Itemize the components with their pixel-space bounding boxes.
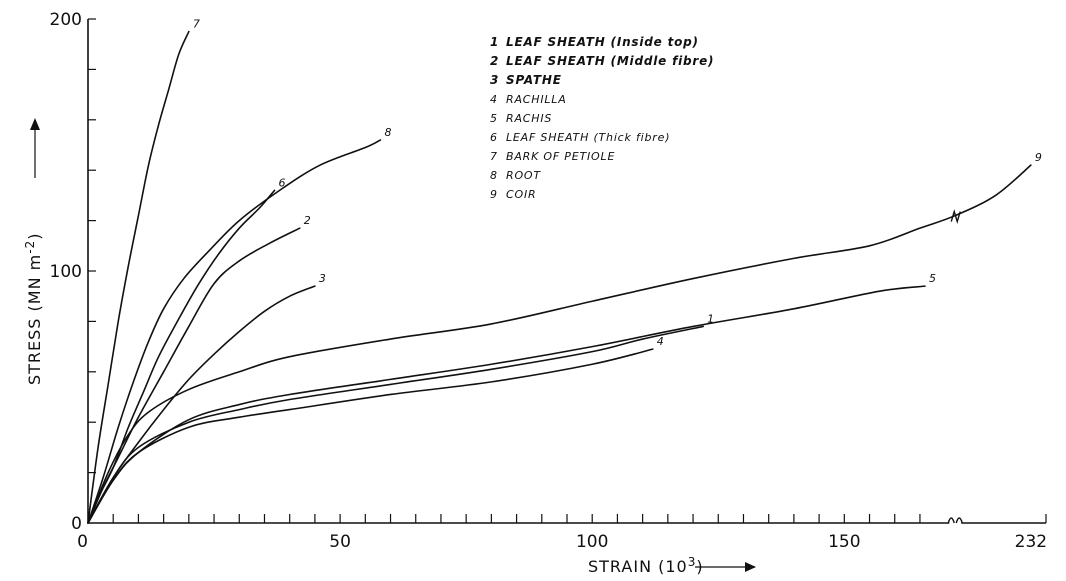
x-axis-title-sup: 3 — [688, 555, 697, 569]
legend-num: 9 — [490, 188, 498, 201]
legend-entry: LEAF SHEATH (Inside top) — [506, 35, 699, 49]
curve-4 — [87, 348, 654, 524]
curve-9 — [87, 164, 1032, 524]
legend-num: 2 — [490, 54, 499, 68]
curve-3 — [87, 285, 316, 524]
curve-label-2: 2 — [304, 214, 311, 227]
curve-9-break-mark — [950, 209, 961, 224]
legend-num: 8 — [490, 169, 498, 182]
legend-num: 6 — [490, 131, 498, 144]
legend-num: 5 — [490, 112, 498, 125]
curve-2 — [87, 227, 301, 524]
x-tick-label: 0 — [77, 532, 88, 552]
legend-entry: LEAF SHEATH (Middle fibre) — [506, 54, 714, 68]
x-tick-label: 100 — [576, 532, 608, 552]
curve-1 — [87, 325, 704, 524]
y-tick-label: 100 — [50, 262, 82, 282]
axis-titles: STRAIN (103) STRESS (MN m-2) — [23, 118, 756, 576]
legend-num: 1 — [490, 35, 499, 49]
y-axis-arrowhead — [30, 118, 40, 130]
curve-label-9: 9 — [1035, 151, 1042, 164]
y-axis-title-close: ) — [25, 233, 44, 240]
y-axis-title: STRESS (MN m-2) — [23, 233, 44, 385]
x-axis-arrowhead — [745, 562, 756, 572]
curves-group — [87, 30, 1032, 524]
legend-entry: BARK OF PETIOLE — [506, 150, 615, 163]
legend-num: 3 — [490, 73, 499, 87]
y-axis-title-sup: -2 — [23, 240, 37, 254]
x-tick-label: 50 — [329, 532, 351, 552]
curve-label-5: 5 — [929, 272, 936, 285]
legend-entry: LEAF SHEATH (Thick fibre) — [506, 131, 670, 144]
x-axis-break-mark — [947, 517, 963, 524]
x-tick-label: 150 — [828, 532, 860, 552]
legend-num: 4 — [490, 93, 498, 106]
legend-entry: RACHILLA — [506, 93, 567, 106]
curve-5 — [87, 285, 926, 524]
y-tick-label: 0 — [71, 514, 82, 534]
x-tick-label: 232 — [1015, 532, 1047, 552]
curve-labels-group: 1 2 3 4 5 6 7 8 9 — [193, 18, 1042, 349]
curve-label-3: 3 — [319, 272, 326, 285]
curve-label-7: 7 — [193, 18, 200, 31]
curve-7 — [87, 30, 190, 524]
legend-entry: RACHIS — [506, 112, 552, 125]
y-tick-label: 200 — [50, 10, 82, 30]
x-axis-title: STRAIN (103) — [588, 555, 704, 576]
legend-entry: ROOT — [506, 169, 541, 182]
curve-label-6: 6 — [279, 176, 286, 189]
curve-6 — [87, 189, 276, 524]
curve-label-4: 4 — [657, 335, 664, 348]
legend-entry: SPATHE — [506, 73, 562, 87]
legend-num: 7 — [490, 150, 498, 163]
curve-8 — [87, 139, 382, 524]
curve-label-8: 8 — [384, 126, 391, 139]
legend: 1 LEAF SHEATH (Inside top) 2 LEAF SHEATH (M… — [490, 35, 714, 201]
curve-label-1: 1 — [707, 312, 714, 325]
legend-entry: COIR — [506, 188, 536, 201]
